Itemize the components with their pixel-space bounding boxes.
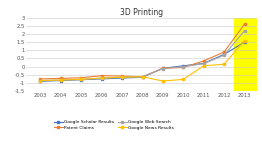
Legend: Google Scholar Results, Patent Claims, Google Web Search, Google News Results: Google Scholar Results, Patent Claims, G… bbox=[52, 118, 176, 132]
Title: 3D Printing: 3D Printing bbox=[120, 8, 163, 17]
Bar bbox=[234, 18, 257, 91]
